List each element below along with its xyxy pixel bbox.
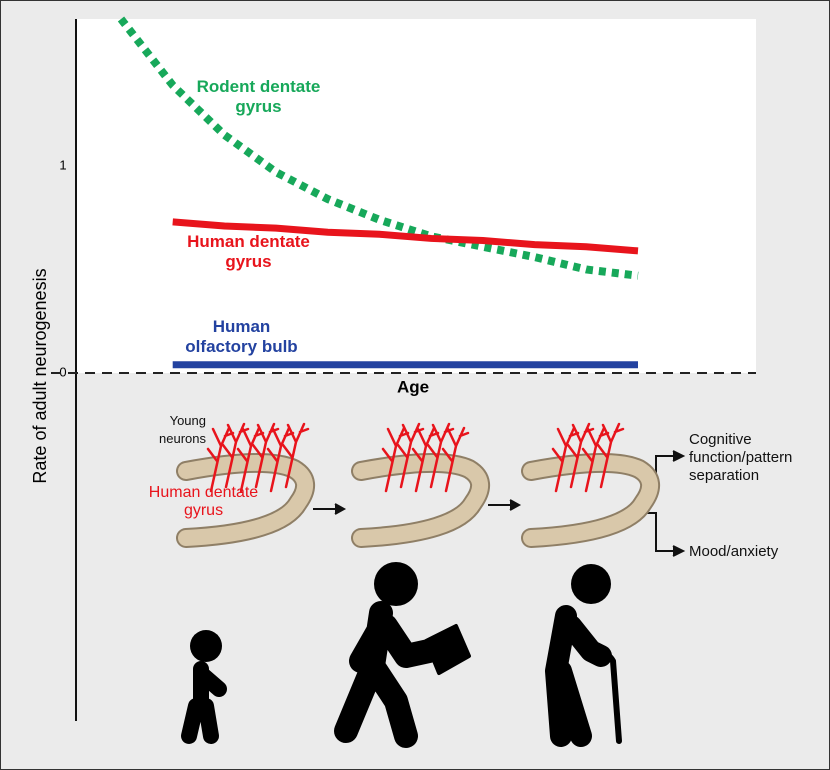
series-label: Rodent dentate gyrus [196,77,321,117]
outcome: Cognitive function/pattern separation [689,431,819,485]
outcome: Mood/anxiety [689,543,819,561]
illustration [186,424,683,741]
series-label: Human dentate gyrus [186,232,311,272]
series-label: Human olfactory bulb [179,317,304,357]
annotation: Young neurons [121,412,206,448]
y-axis-label: Rate of adult neurogenesis [30,268,50,483]
plot-area [76,19,756,373]
y-tick-label: 0 [59,364,66,379]
y-tick-label: 1 [59,157,66,172]
annotation: Human dentate gyrus [131,484,276,520]
people [189,562,619,741]
chart: Rate of adult neurogenesis Age 0 1 [1,1,829,769]
figure: Rate of adult neurogenesis Age 0 1 Young … [0,0,830,770]
x-axis-label: Age [397,377,429,396]
